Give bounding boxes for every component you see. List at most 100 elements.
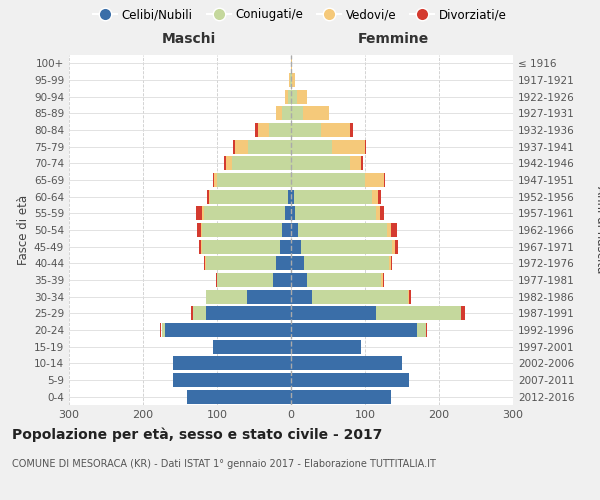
Bar bbox=[276, 256, 291, 270]
Bar bbox=[332, 140, 365, 154]
Bar bbox=[214, 173, 217, 187]
Bar bbox=[233, 140, 235, 154]
Bar bbox=[297, 90, 307, 104]
Bar bbox=[320, 123, 350, 137]
Bar bbox=[292, 73, 295, 87]
Bar bbox=[395, 240, 398, 254]
Bar bbox=[247, 290, 291, 304]
Bar bbox=[199, 240, 202, 254]
Bar bbox=[291, 390, 391, 404]
Bar bbox=[298, 223, 387, 237]
Bar bbox=[304, 256, 389, 270]
Bar bbox=[291, 223, 298, 237]
Bar bbox=[160, 323, 161, 337]
Bar bbox=[389, 256, 391, 270]
Bar bbox=[425, 323, 427, 337]
Bar bbox=[291, 323, 417, 337]
Bar bbox=[408, 290, 409, 304]
Bar bbox=[212, 173, 214, 187]
Bar bbox=[187, 390, 291, 404]
Bar bbox=[206, 306, 291, 320]
Text: Femmine: Femmine bbox=[358, 32, 429, 46]
Bar bbox=[209, 190, 211, 204]
Bar bbox=[291, 340, 361, 354]
Bar bbox=[307, 273, 381, 287]
Bar bbox=[173, 373, 291, 387]
Y-axis label: Fasce di età: Fasce di età bbox=[17, 195, 30, 265]
Bar bbox=[291, 173, 365, 187]
Bar bbox=[291, 123, 320, 137]
Bar bbox=[291, 356, 402, 370]
Bar bbox=[295, 206, 376, 220]
Bar bbox=[280, 240, 291, 254]
Bar bbox=[203, 206, 285, 220]
Bar bbox=[409, 290, 411, 304]
Bar bbox=[202, 240, 280, 254]
Bar bbox=[191, 306, 193, 320]
Bar bbox=[291, 306, 376, 320]
Bar bbox=[226, 156, 232, 170]
Bar bbox=[206, 290, 247, 304]
Bar bbox=[193, 306, 206, 320]
Bar bbox=[377, 190, 380, 204]
Bar bbox=[215, 273, 217, 287]
Y-axis label: Anni di nascita: Anni di nascita bbox=[594, 186, 600, 274]
Bar bbox=[391, 256, 392, 270]
Bar bbox=[288, 190, 291, 204]
Bar bbox=[285, 90, 288, 104]
Bar bbox=[202, 223, 282, 237]
Bar bbox=[205, 256, 206, 270]
Bar bbox=[202, 206, 203, 220]
Bar bbox=[211, 190, 288, 204]
Bar bbox=[365, 140, 367, 154]
Bar bbox=[383, 273, 384, 287]
Bar bbox=[289, 73, 290, 87]
Text: Maschi: Maschi bbox=[162, 32, 216, 46]
Bar bbox=[365, 173, 383, 187]
Bar bbox=[235, 140, 248, 154]
Bar bbox=[282, 106, 291, 120]
Bar bbox=[291, 240, 301, 254]
Bar bbox=[269, 123, 291, 137]
Bar bbox=[208, 190, 209, 204]
Text: Popolazione per età, sesso e stato civile - 2017: Popolazione per età, sesso e stato civil… bbox=[12, 428, 382, 442]
Bar bbox=[350, 156, 361, 170]
Bar bbox=[291, 190, 294, 204]
Bar bbox=[173, 356, 291, 370]
Bar bbox=[248, 140, 291, 154]
Bar bbox=[197, 223, 201, 237]
Bar bbox=[371, 190, 377, 204]
Bar bbox=[291, 256, 304, 270]
Bar bbox=[301, 240, 392, 254]
Bar bbox=[196, 206, 202, 220]
Text: COMUNE DI MESORACA (KR) - Dati ISTAT 1° gennaio 2017 - Elaborazione TUTTITALIA.I: COMUNE DI MESORACA (KR) - Dati ISTAT 1° … bbox=[12, 459, 436, 469]
Bar bbox=[291, 56, 292, 70]
Bar bbox=[303, 106, 329, 120]
Bar bbox=[383, 173, 385, 187]
Bar bbox=[380, 206, 383, 220]
Bar bbox=[201, 223, 202, 237]
Bar bbox=[256, 123, 259, 137]
Bar bbox=[291, 90, 297, 104]
Bar bbox=[291, 273, 307, 287]
Bar bbox=[291, 73, 292, 87]
Bar bbox=[165, 323, 291, 337]
Bar bbox=[291, 290, 312, 304]
Bar bbox=[381, 273, 383, 287]
Bar bbox=[350, 123, 353, 137]
Bar bbox=[291, 140, 332, 154]
Bar bbox=[392, 240, 395, 254]
Bar bbox=[232, 156, 291, 170]
Bar bbox=[259, 123, 269, 137]
Bar bbox=[387, 223, 391, 237]
Bar bbox=[282, 223, 291, 237]
Bar bbox=[291, 156, 350, 170]
Bar bbox=[161, 323, 165, 337]
Bar bbox=[217, 173, 291, 187]
Bar bbox=[291, 206, 295, 220]
Bar bbox=[312, 290, 408, 304]
Bar bbox=[291, 106, 303, 120]
Bar bbox=[376, 206, 380, 220]
Bar bbox=[361, 156, 363, 170]
Bar bbox=[417, 323, 425, 337]
